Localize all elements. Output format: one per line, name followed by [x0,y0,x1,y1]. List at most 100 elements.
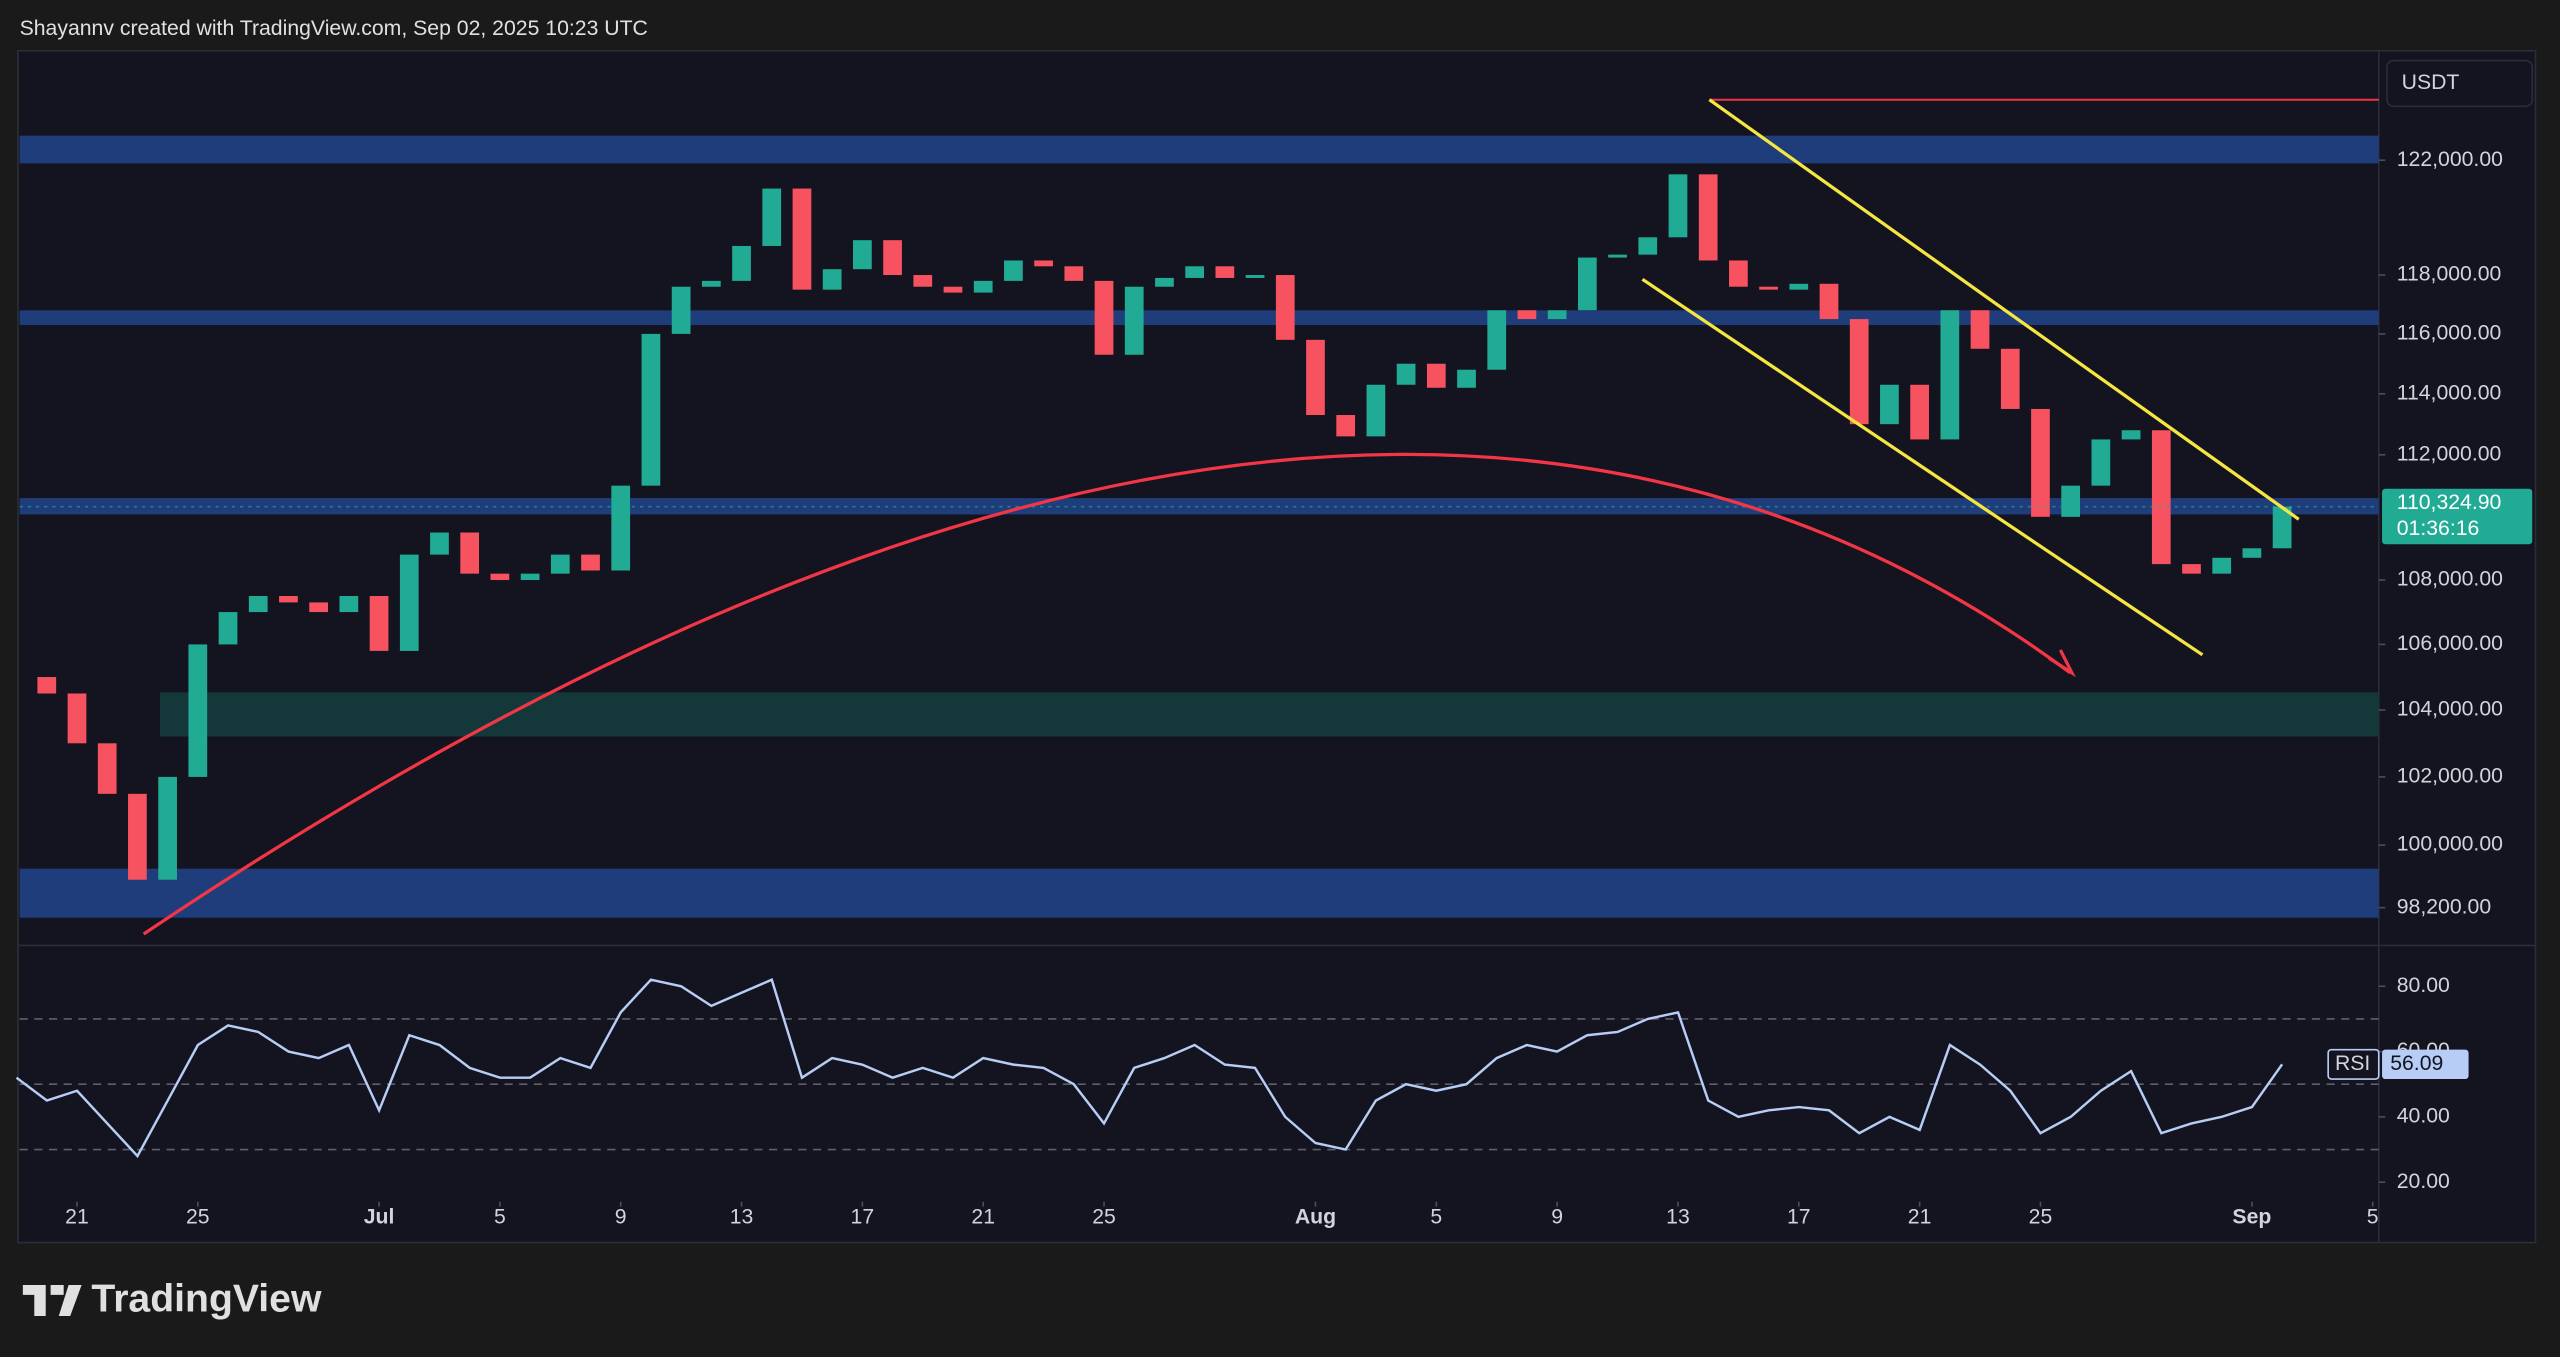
y-tick-label: 122,000.00 [2397,148,2503,171]
resistance-zone [19,135,2379,164]
candle [1396,363,1416,385]
candle [2151,430,2171,565]
y-tick-label: 98,200.00 [2397,895,2491,918]
candle [520,573,540,581]
candle [1789,283,1809,290]
support-zone [19,868,2379,918]
y-tick-label: 112,000.00 [2397,442,2502,465]
candle [1426,363,1446,388]
rsi-name-badge [2327,1048,2380,1080]
candle [822,269,842,290]
x-tick-label: 5 [494,1206,506,1229]
candle [2000,348,2020,409]
candle [128,793,147,880]
y-tick-label: 100,000.00 [2397,833,2503,856]
candle [2061,485,2081,517]
y-tick-label: 108,000.00 [2397,568,2503,591]
rsi-value: 56.09 [2390,1052,2443,1075]
x-tick-label: 13 [730,1206,754,1229]
candle [1577,257,1597,311]
candle [339,596,359,613]
x-tick-label: 17 [1787,1206,1811,1229]
x-tick-label: Sep [2232,1206,2271,1229]
support-zone [160,692,2379,737]
candle [2212,557,2232,574]
y-tick-label: 104,000.00 [2397,698,2503,721]
candle [369,596,389,651]
x-tick-label: 21 [65,1206,89,1229]
candle [1215,266,1235,278]
candle [1940,310,1960,440]
currency[interactable]: USDT [2402,71,2460,94]
candle [1608,254,1627,258]
x-tick-label: 25 [2029,1206,2053,1229]
candle [1094,280,1114,355]
candle [762,188,782,246]
y-tick-label: 118,000.00 [2397,263,2502,286]
candle [2182,564,2201,574]
candle [460,532,480,574]
x-tick-label: Jul [364,1206,395,1229]
logo: TradingView [22,1278,322,1321]
candle [701,280,721,287]
candle [1547,310,1567,320]
candle [2272,506,2292,549]
candle [1245,275,1265,278]
countdown: 01:36:16 [2397,517,2480,540]
candle [913,275,933,287]
x-tick-label: 13 [1666,1206,1690,1229]
x-tick-label: Aug [1295,1206,1336,1229]
y-tick-label: 102,000.00 [2397,765,2503,788]
candle [1275,275,1295,340]
marks: 122,000.00 118,000.00 116,000.00 114,000.00… [15,148,2533,1229]
x-tick-label: 21 [971,1206,995,1229]
candle [671,286,691,334]
candle [430,532,449,555]
candle [1336,415,1356,437]
last-price-badge [2382,488,2533,545]
y-tick-label: 40.00 [2397,1104,2450,1127]
channel-top [1708,98,2300,521]
header: Shayannv created with TradingView.com, S… [20,17,648,40]
candle [943,286,963,293]
y-tick-label: 20.00 [2397,1170,2450,1193]
candle [550,554,570,574]
x-tick-label: 17 [851,1206,875,1229]
x-tick-label: 5 [1430,1206,1442,1229]
candle [1487,310,1507,370]
candle [309,602,329,613]
candle [188,644,208,777]
candle [732,245,751,281]
x-tick-label: 9 [1551,1206,1563,1229]
candle [158,776,177,880]
logo-text: TradingView [91,1278,322,1321]
candle [641,333,661,486]
resistance-zone [19,498,2379,515]
candle [1034,260,1053,267]
candle [1155,277,1174,287]
candle [1880,384,1899,425]
projection-arrow [2048,649,2076,678]
x-tick-label: 25 [186,1206,210,1229]
candle [490,573,510,581]
candle [218,612,238,645]
candle [279,596,298,603]
candle [2242,548,2262,558]
candle [2091,439,2111,486]
candle [1457,369,1476,388]
projection-arc [142,452,2072,936]
candle [67,693,87,744]
candle [581,554,600,571]
candle [1759,286,1778,290]
candle [399,554,419,651]
currency-box[interactable] [2386,59,2534,108]
rsi-name: RSI [2335,1052,2370,1075]
candle [1698,174,1718,261]
channel-bottom [1641,277,2204,657]
resistance-zone [19,310,2379,326]
candle [1638,237,1658,255]
candle [1517,310,1537,320]
candle [1185,266,1205,278]
